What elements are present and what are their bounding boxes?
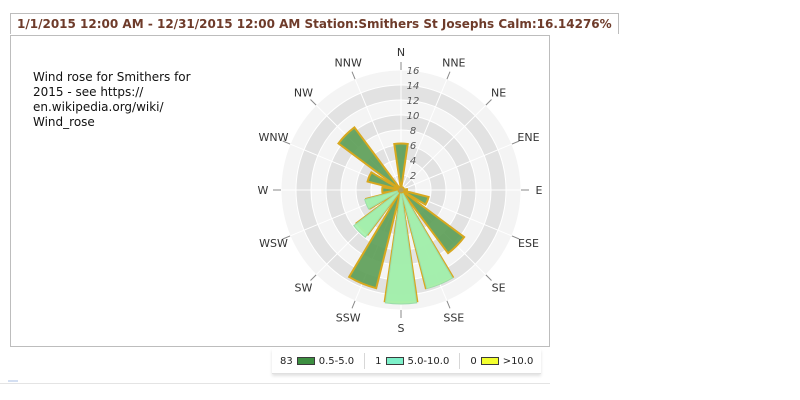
radial-tick-label-6: 6 <box>410 141 416 152</box>
chart-title-tab: 1/1/2015 12:00 AM - 12/31/2015 12:00 AM … <box>10 13 619 34</box>
legend-label-5-0-10-0: 5.0-10.0 <box>407 355 450 367</box>
chart-legend: 83 0.5-5.0 1 5.0-10.0 0 >10.0 <box>272 349 542 374</box>
compass-tick-wsw <box>282 235 291 240</box>
legend-label-0-5-5-0: 0.5-5.0 <box>318 355 355 367</box>
spoke-nnw <box>354 78 402 191</box>
compass-tick-ene <box>511 140 520 145</box>
compass-tick-wnw <box>282 140 291 145</box>
radial-tick-label-4: 4 <box>410 156 416 167</box>
legend-item-5-0-10-0: 1 5.0-10.0 <box>375 356 449 367</box>
wind-sector-w-0-5-5-0 <box>381 186 402 194</box>
bottom-divider <box>0 383 550 384</box>
radial-tick-label-14: 14 <box>407 81 420 92</box>
radial-tick-label-16: 16 <box>407 66 420 77</box>
direction-label-nw: NW <box>294 86 313 99</box>
compass-tick-nw <box>310 99 317 106</box>
wind-sector-sse-5-0-10-0 <box>400 189 454 290</box>
direction-label-sse: SSE <box>443 311 464 324</box>
direction-label-ne: NE <box>491 86 506 99</box>
wind-sector-ssw-0-5-5-0 <box>347 189 402 290</box>
legend-item-0-5-5-0: 83 0.5-5.0 <box>280 356 354 367</box>
compass-tick-sse <box>446 300 451 309</box>
legend-separator <box>364 353 366 369</box>
legend-item-gt-10-0: 0 >10.0 <box>470 356 533 367</box>
direction-label-ssw: SSW <box>336 311 361 324</box>
legend-count-5-0-10-0: 1 <box>375 355 382 367</box>
direction-label-wnw: WNW <box>259 131 289 144</box>
compass-tick-ne <box>485 99 492 106</box>
legend-separator <box>459 353 461 369</box>
direction-label-se: SE <box>492 282 506 295</box>
direction-label-nnw: NNW <box>335 57 362 70</box>
spoke-ene <box>400 143 513 191</box>
legend-count-0-5-5-0: 83 <box>280 355 293 367</box>
direction-label-nne: NNE <box>442 57 465 70</box>
compass-tick-nnw <box>351 71 356 80</box>
spoke-nne <box>400 78 448 191</box>
radial-tick-label-8: 8 <box>410 126 416 137</box>
legend-swatch-0-5-5-0 <box>296 357 315 365</box>
chart-panel: Wind rose for Smithers for 2015 - see ht… <box>10 35 550 347</box>
direction-label-ese: ESE <box>518 237 539 250</box>
spoke-ne <box>400 104 487 191</box>
direction-label-w: W <box>258 184 269 197</box>
direction-label-ene: ENE <box>517 131 539 144</box>
direction-label-wsw: WSW <box>259 237 288 250</box>
radial-tick-label-2: 2 <box>410 171 416 182</box>
compass-tick-sw <box>310 274 317 281</box>
wind-sector-se-0-5-5-0 <box>400 189 466 255</box>
wind-sector-ese-0-5-5-0 <box>400 189 430 206</box>
direction-label-n: N <box>397 46 405 59</box>
direction-label-s: S <box>398 322 405 335</box>
legend-count-gt-10-0: 0 <box>470 355 477 367</box>
calm-center-marker <box>397 186 405 194</box>
radial-tick-label-12: 12 <box>407 96 420 107</box>
legend-label-gt-10-0: >10.0 <box>502 355 534 367</box>
wind-sector-nw-0-5-5-0 <box>337 126 402 191</box>
direction-label-e: E <box>536 184 543 197</box>
wind-sector-wsw-5-0-10-0 <box>364 189 402 210</box>
wind-rose-chart: N NNE NE ENE E ESE SE SSE S SSW SW WSW W WNW NW NNW 2 4 6 8… <box>258 46 543 335</box>
wind-sector-sw-5-0-10-0 <box>353 189 402 238</box>
wind-sector-n-0-5-5-0 <box>393 142 409 191</box>
chart-note: Wind rose for Smithers for 2015 - see ht… <box>33 70 191 129</box>
radial-tick-label-10: 10 <box>407 111 420 122</box>
wind-sector-s-5-0-10-0 <box>384 189 418 305</box>
wind-sector-wnw-0-5-5-0 <box>366 170 402 191</box>
compass-tick-se <box>485 274 492 281</box>
compass-tick-nne <box>446 71 451 80</box>
compass-tick-ssw <box>351 300 356 309</box>
direction-label-sw: SW <box>294 282 312 295</box>
compass-tick-ese <box>511 235 520 240</box>
legend-swatch-gt-10-0 <box>480 357 499 365</box>
blue-mark-icon <box>8 380 18 382</box>
legend-swatch-5-0-10-0 <box>385 357 404 365</box>
